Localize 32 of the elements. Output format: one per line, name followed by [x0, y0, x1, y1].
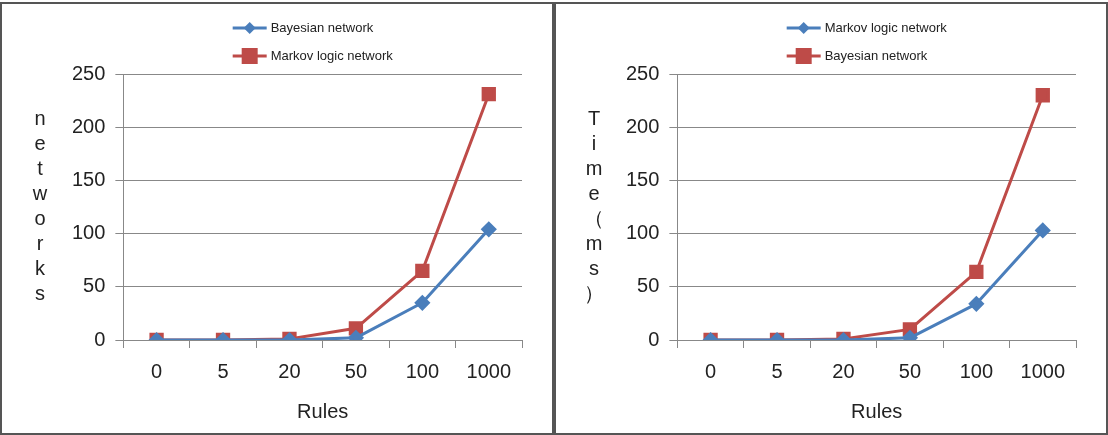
legend-label: Markov logic network [824, 19, 948, 35]
x-tick-label: 50 [344, 359, 368, 382]
y-tick-label: 250 [625, 61, 660, 84]
x-tick-label: 5 [771, 359, 783, 382]
y-tick-label: 100 [71, 221, 106, 244]
x-tick-label: 0 [151, 359, 163, 382]
x-tick-label: 0 [705, 359, 717, 382]
y-tick-label: 50 [83, 274, 106, 297]
legend-label: Bayesian network [824, 47, 928, 63]
x-tick-label: 100 [405, 359, 440, 382]
y-axis-title: Time（ms） [584, 107, 604, 305]
x-axis-title: Rules [851, 399, 903, 422]
x-tick-label: 5 [217, 359, 229, 382]
y-tick-label: 150 [71, 167, 106, 190]
legend-label: Bayesian network [270, 19, 374, 35]
y-axis-title: networks [31, 107, 48, 305]
y-tick-label: 50 [637, 274, 660, 297]
x-axis-title: Rules [297, 399, 349, 422]
x-tick-label: 1000 [1020, 359, 1066, 382]
y-tick-label: 200 [625, 114, 660, 137]
x-tick-label: 100 [959, 359, 994, 382]
y-tick-label: 250 [71, 61, 106, 84]
x-tick-label: 50 [898, 359, 922, 382]
x-tick-label: 1000 [466, 359, 512, 382]
y-tick-label: 0 [94, 327, 106, 350]
y-tick-label: 200 [71, 114, 106, 137]
y-tick-label: 0 [648, 327, 660, 350]
legend-label: Markov logic network [270, 47, 394, 63]
y-tick-label: 100 [625, 221, 660, 244]
x-tick-label: 20 [278, 359, 301, 382]
y-tick-label: 150 [625, 167, 660, 190]
x-tick-label: 20 [832, 359, 855, 382]
